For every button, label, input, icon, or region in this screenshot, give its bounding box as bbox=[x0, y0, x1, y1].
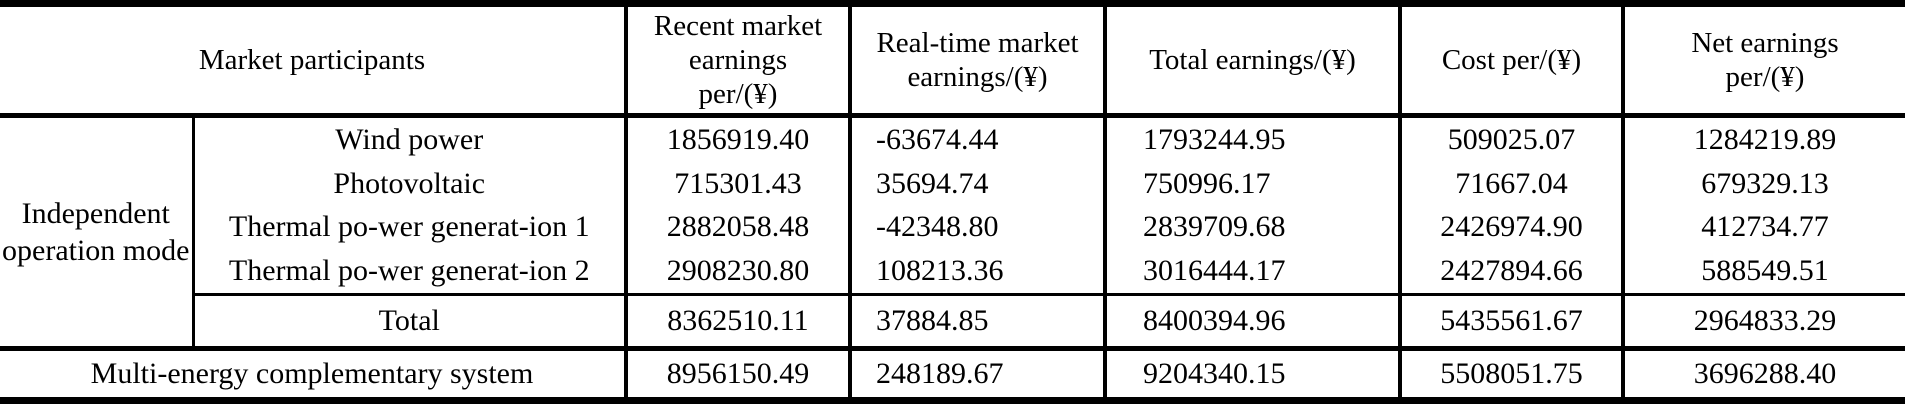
header-recent-market-earnings: Recent market earnings per/(¥) bbox=[624, 3, 850, 118]
header-net-earnings: Net earnings per/(¥) bbox=[1621, 3, 1905, 118]
table-row-wind-power: Independent operation mode Wind power 18… bbox=[0, 115, 1905, 267]
value-cell-cost: 2426974.90 bbox=[1398, 205, 1623, 250]
value-cell-recent: 2908230.80 bbox=[624, 249, 850, 295]
header-market-participants: Market participants bbox=[0, 3, 626, 118]
value-cell-net: 588549.51 bbox=[1621, 249, 1905, 295]
value-cell-realtime: 35694.74 bbox=[848, 161, 1105, 206]
value-cell-recent: 1856919.40 bbox=[624, 115, 850, 162]
value-cell-cost: 509025.07 bbox=[1398, 115, 1623, 162]
header-row: Market participants Recent market earnin… bbox=[0, 3, 1905, 118]
value-cell-net: 2964833.29 bbox=[1621, 293, 1905, 349]
value-cell-cost: 2427894.66 bbox=[1398, 249, 1623, 295]
table-row-total: Total 8362510.11 37884.85 8400394.96 543… bbox=[0, 293, 1905, 349]
participant-name-cell: Thermal po-wer generat-ion 2 bbox=[191, 249, 626, 295]
header-total-earnings: Total earnings/(¥) bbox=[1103, 3, 1400, 118]
value-cell-recent: 715301.43 bbox=[624, 161, 850, 206]
header-cost: Cost per/(¥) bbox=[1398, 3, 1623, 118]
table-row-multi-energy-system: Multi-energy complementary system 895615… bbox=[0, 346, 1905, 401]
participant-name-cell: Photovoltaic bbox=[191, 161, 626, 206]
participant-name-cell: Wind power bbox=[191, 115, 626, 162]
value-cell-net: 1284219.89 bbox=[1621, 115, 1905, 162]
value-cell-net: 3696288.40 bbox=[1621, 346, 1905, 401]
value-cell-cost: 5435561.67 bbox=[1398, 293, 1623, 349]
multi-energy-label-cell: Multi-energy complementary system bbox=[0, 346, 626, 401]
value-cell-realtime: 37884.85 bbox=[848, 293, 1105, 349]
value-cell-total: 3016444.17 bbox=[1103, 249, 1400, 295]
participant-name-cell: Thermal po-wer generat-ion 1 bbox=[191, 205, 626, 250]
value-cell-net: 412734.77 bbox=[1621, 205, 1905, 250]
header-realtime-market-earnings: Real-time market earnings/(¥) bbox=[848, 3, 1105, 118]
value-cell-total: 1793244.95 bbox=[1103, 115, 1400, 162]
value-cell-total: 2839709.68 bbox=[1103, 205, 1400, 250]
value-cell-cost: 5508051.75 bbox=[1398, 346, 1623, 401]
table-row-photovoltaic: Photovoltaic 715301.43 35694.74 750996.1… bbox=[0, 161, 1905, 206]
value-cell-total: 8400394.96 bbox=[1103, 293, 1400, 349]
value-cell-recent: 8362510.11 bbox=[624, 293, 850, 349]
value-cell-total: 750996.17 bbox=[1103, 161, 1400, 206]
table-row-thermal-1: Thermal po-wer generat-ion 1 2882058.48 … bbox=[0, 205, 1905, 250]
value-cell-recent: 2882058.48 bbox=[624, 205, 850, 250]
row-group-independent-operation-mode: Independent operation mode bbox=[2, 196, 190, 268]
table-row-thermal-2: Thermal po-wer generat-ion 2 2908230.80 … bbox=[0, 249, 1905, 295]
value-cell-realtime: -42348.80 bbox=[848, 205, 1105, 250]
value-cell-realtime: 248189.67 bbox=[848, 346, 1105, 401]
total-label-cell: Total bbox=[191, 293, 626, 349]
value-cell-net: 679329.13 bbox=[1621, 161, 1905, 206]
value-cell-recent: 8956150.49 bbox=[624, 346, 850, 401]
value-cell-realtime: 108213.36 bbox=[848, 249, 1105, 295]
value-cell-cost: 71667.04 bbox=[1398, 161, 1623, 206]
value-cell-total: 9204340.15 bbox=[1103, 346, 1400, 401]
value-cell-realtime: -63674.44 bbox=[848, 115, 1105, 162]
